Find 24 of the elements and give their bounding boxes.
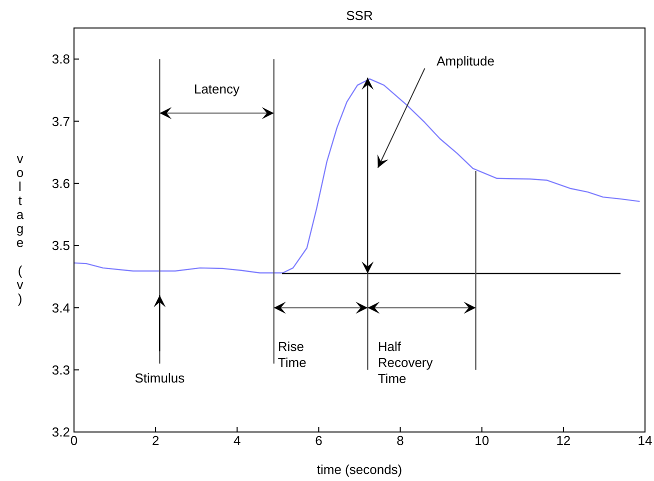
annotation: Stimulus (134, 370, 186, 386)
x-tick-label: 14 (638, 433, 652, 448)
y-tick-label: 3.6 (52, 176, 70, 191)
y-tick-label: 3.3 (52, 362, 70, 378)
y-tick-label: 3.5 (52, 238, 70, 254)
chart-title: SSR (346, 8, 373, 23)
x-tick-label: 4 (234, 433, 241, 448)
annotation: Half Recovery Time (378, 339, 434, 386)
line-series (74, 78, 640, 274)
y-tick-label: 3.8 (52, 52, 70, 67)
annotation: Rise Time (278, 339, 306, 370)
x-tick-label: 12 (556, 433, 571, 448)
y-tick-label: 3.4 (52, 300, 70, 316)
x-tick-label: 8 (396, 433, 404, 448)
y-tick-label: 3.7 (52, 114, 70, 129)
x-tick-label: 10 (474, 433, 490, 448)
y-tick-label: 3.2 (52, 424, 70, 440)
x-tick-label: 0 (70, 433, 78, 448)
annotation: Amplitude (436, 53, 494, 68)
annotation: Latency (194, 81, 240, 96)
x-tick-label: 2 (152, 433, 160, 448)
text: voltage (v) (16, 151, 24, 306)
x-tick-label: 6 (315, 433, 322, 448)
x-axis-title: time (seconds) (316, 462, 402, 477)
